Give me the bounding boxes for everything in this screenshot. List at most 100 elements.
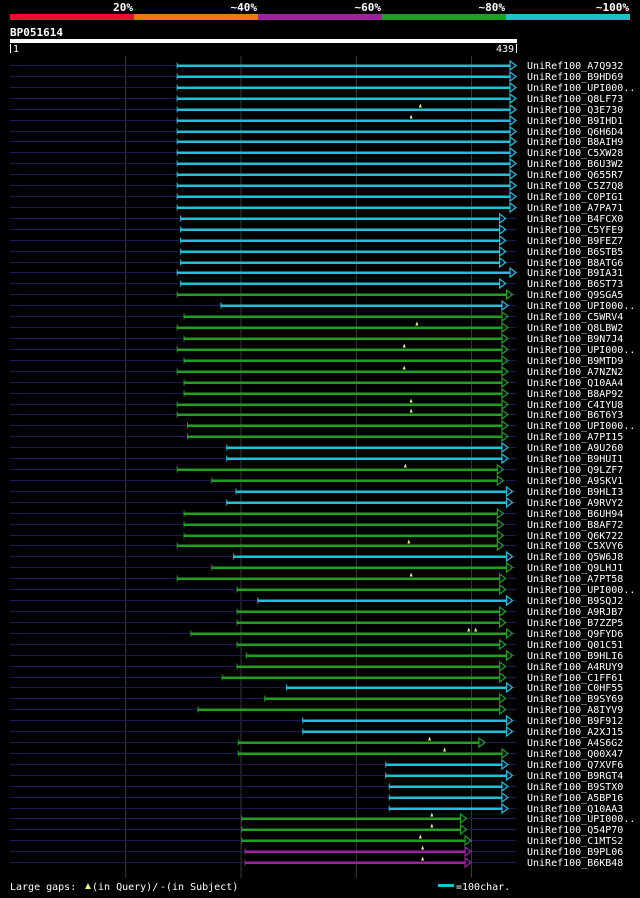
hit-row[interactable]: UniRef100_B6ST73 — [10, 277, 623, 290]
hit-row[interactable]: UniRef100_C5Z7Q8 — [10, 179, 623, 192]
hit-row[interactable]: UniRef100_Q10AA3 — [10, 802, 623, 815]
hit-row[interactable]: UniRef100_A4RUY9 — [10, 660, 623, 673]
hit-row[interactable]: UniRef100_B6T6Y3 — [10, 408, 623, 422]
hit-label[interactable]: UniRef100_B8ATG6 — [527, 258, 623, 269]
hit-label[interactable]: UniRef100_Q10AA4 — [527, 378, 623, 389]
hit-label[interactable]: UniRef100_Q8LF73 — [527, 94, 623, 105]
hit-label[interactable]: UniRef100_C5XW28 — [527, 148, 623, 159]
hit-row[interactable]: UniRef100_Q6K722 — [10, 529, 623, 542]
hit-row[interactable]: UniRef100_UPI000.. — [10, 299, 635, 312]
hit-row[interactable]: UniRef100_A9RJB7 — [10, 605, 623, 618]
hit-row[interactable]: UniRef100_B9N7J4 — [10, 332, 623, 345]
hit-row[interactable]: UniRef100_A5BP16 — [10, 791, 623, 804]
hit-row[interactable]: UniRef100_A7PI15 — [10, 430, 623, 443]
hit-row[interactable]: UniRef100_C0HF55 — [10, 681, 623, 694]
hit-row[interactable]: UniRef100_B9F912 — [10, 714, 623, 727]
hit-label[interactable]: UniRef100_UPI000.. — [527, 814, 635, 825]
hit-label[interactable]: UniRef100_B9HD69 — [527, 72, 623, 83]
hit-row[interactable]: UniRef100_Q3E730 — [10, 103, 623, 117]
hit-row[interactable]: UniRef100_B8AF72 — [10, 518, 623, 531]
hit-row[interactable]: UniRef100_A9RVY2 — [10, 496, 623, 509]
hit-label[interactable]: UniRef100_B9STX0 — [527, 782, 623, 793]
hit-row[interactable]: UniRef100_A4S6G2 — [10, 736, 623, 750]
hit-row[interactable]: UniRef100_B9FEZ7 — [10, 234, 623, 247]
hit-label[interactable]: UniRef100_A4S6G2 — [527, 738, 623, 749]
hit-row[interactable]: UniRef100_B9SQJ2 — [10, 594, 623, 607]
hit-label[interactable]: UniRef100_B6U3W2 — [527, 159, 623, 170]
hit-row[interactable]: UniRef100_B9RGT4 — [10, 769, 623, 782]
hit-label[interactable]: UniRef100_Q3E730 — [527, 105, 623, 116]
hit-row[interactable]: UniRef100_A7PT58 — [10, 572, 623, 586]
hit-row[interactable]: UniRef100_UPI000.. — [10, 812, 635, 826]
hit-label[interactable]: UniRef100_B9SQJ2 — [527, 596, 623, 607]
hit-row[interactable]: UniRef100_B9IHD1 — [10, 114, 623, 128]
hit-row[interactable]: UniRef100_Q54P70 — [10, 823, 623, 837]
hit-label[interactable]: UniRef100_B9HUI1 — [527, 454, 623, 465]
hit-label[interactable]: UniRef100_A9U260 — [527, 443, 623, 454]
hit-row[interactable]: UniRef100_A7PA71 — [10, 201, 623, 214]
hit-label[interactable]: UniRef100_C5WRV4 — [527, 312, 623, 323]
hit-label[interactable]: UniRef100_Q9FYD6 — [527, 629, 623, 640]
hit-row[interactable]: UniRef100_Q9LZF7 — [10, 463, 623, 477]
hit-row[interactable]: UniRef100_B6UH94 — [10, 507, 623, 520]
hit-label[interactable]: UniRef100_B6UH94 — [527, 509, 623, 520]
hit-label[interactable]: UniRef100_B9HLI6 — [527, 651, 623, 662]
hit-label[interactable]: UniRef100_C0PIG1 — [527, 192, 623, 203]
hit-row[interactable]: UniRef100_C5WRV4 — [10, 310, 623, 323]
hit-row[interactable]: UniRef100_C1MTS2 — [10, 834, 623, 848]
hit-row[interactable]: UniRef100_Q6H6D4 — [10, 125, 623, 138]
hit-row[interactable]: UniRef100_Q8LBW2 — [10, 321, 623, 335]
hit-row[interactable]: UniRef100_B9PL06 — [10, 845, 623, 859]
hit-row[interactable]: UniRef100_B9HUI1 — [10, 452, 623, 465]
hit-label[interactable]: UniRef100_UPI000.. — [527, 301, 635, 312]
hit-row[interactable]: UniRef100_Q10AA4 — [10, 376, 623, 389]
hit-label[interactable]: UniRef100_Q9LZF7 — [527, 465, 623, 476]
hit-label[interactable]: UniRef100_B6KB48 — [527, 858, 623, 869]
hit-row[interactable]: UniRef100_C5XW28 — [10, 146, 623, 159]
hit-label[interactable]: UniRef100_B9PL06 — [527, 847, 623, 858]
hit-label[interactable]: UniRef100_UPI000.. — [527, 345, 635, 356]
hit-label[interactable]: UniRef100_A4RUY9 — [527, 662, 623, 673]
hit-label[interactable]: UniRef100_B8AF72 — [527, 520, 623, 531]
hit-label[interactable]: UniRef100_B8AP92 — [527, 389, 623, 400]
hit-label[interactable]: UniRef100_A7PA71 — [527, 203, 623, 214]
hit-label[interactable]: UniRef100_Q9LHJ1 — [527, 563, 623, 574]
hit-label[interactable]: UniRef100_B4FCX0 — [527, 214, 623, 225]
hit-row[interactable]: UniRef100_A7Q932 — [10, 59, 623, 72]
hit-label[interactable]: UniRef100_B6T6Y3 — [527, 410, 623, 421]
hit-label[interactable]: UniRef100_B9RGT4 — [527, 771, 623, 782]
hit-label[interactable]: UniRef100_Q9SGA5 — [527, 290, 623, 301]
hit-label[interactable]: UniRef100_B8AIH9 — [527, 137, 623, 148]
hit-row[interactable]: UniRef100_B7ZZP5 — [10, 616, 623, 629]
hit-row[interactable]: UniRef100_B9MTD9 — [10, 354, 623, 367]
hit-row[interactable]: UniRef100_Q5W6J8 — [10, 550, 623, 563]
hit-row[interactable]: UniRef100_B4FCX0 — [10, 212, 623, 225]
hit-row[interactable]: UniRef100_B8AIH9 — [10, 135, 623, 148]
hit-label[interactable]: UniRef100_UPI000.. — [527, 585, 635, 596]
hit-row[interactable]: UniRef100_B6U3W2 — [10, 157, 623, 170]
hit-label[interactable]: UniRef100_Q10AA3 — [527, 804, 623, 815]
hit-label[interactable]: UniRef100_A9SKV1 — [527, 476, 623, 487]
hit-row[interactable]: UniRef100_A8IYV9 — [10, 703, 623, 716]
hit-row[interactable]: UniRef100_Q7XVF6 — [10, 758, 623, 771]
hit-row[interactable]: UniRef100_B9STX0 — [10, 780, 623, 793]
hit-row[interactable]: UniRef100_Q9SGA5 — [10, 288, 623, 301]
hit-row[interactable]: UniRef100_C5YFE9 — [10, 223, 623, 236]
hit-label[interactable]: UniRef100_A9RJB7 — [527, 607, 623, 618]
hit-label[interactable]: UniRef100_B9MTD9 — [527, 356, 623, 367]
hit-label[interactable]: UniRef100_A7PI15 — [527, 432, 623, 443]
hit-label[interactable]: UniRef100_A2XJ15 — [527, 727, 623, 738]
hit-label[interactable]: UniRef100_UPI000.. — [527, 421, 635, 432]
hit-row[interactable]: UniRef100_C5XVY6 — [10, 539, 623, 553]
hit-row[interactable]: UniRef100_B8AP92 — [10, 387, 623, 400]
hit-row[interactable]: UniRef100_Q8LF73 — [10, 92, 623, 105]
hit-row[interactable]: UniRef100_B9IA31 — [10, 266, 623, 279]
hit-label[interactable]: UniRef100_C4IYU8 — [527, 400, 623, 411]
hit-row[interactable]: UniRef100_UPI000.. — [10, 583, 635, 596]
hit-row[interactable]: UniRef100_A9SKV1 — [10, 474, 623, 487]
hit-label[interactable]: UniRef100_Q7XVF6 — [527, 760, 623, 771]
hit-label[interactable]: UniRef100_C5Z7Q8 — [527, 181, 623, 192]
hit-row[interactable]: UniRef100_Q01C51 — [10, 638, 623, 651]
hit-row[interactable]: UniRef100_UPI000.. — [10, 419, 635, 432]
hit-label[interactable]: UniRef100_Q5W6J8 — [527, 552, 623, 563]
